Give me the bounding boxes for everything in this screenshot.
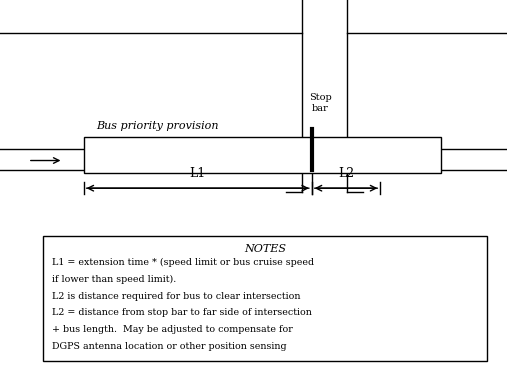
Text: DGPS antenna location or other position sensing: DGPS antenna location or other position … <box>52 342 287 351</box>
Bar <box>84 137 441 173</box>
Text: if lower than speed limit).: if lower than speed limit). <box>52 275 176 284</box>
Bar <box>43 236 487 361</box>
Text: L2: L2 <box>338 167 354 180</box>
Text: + bus length.  May be adjusted to compensate for: + bus length. May be adjusted to compens… <box>52 325 293 334</box>
Text: Bus priority provision: Bus priority provision <box>96 121 219 131</box>
Text: L2 = distance from stop bar to far side of intersection: L2 = distance from stop bar to far side … <box>52 308 312 317</box>
Text: L1: L1 <box>190 167 206 180</box>
Text: L1 = extension time * (speed limit or bus cruise speed: L1 = extension time * (speed limit or bu… <box>52 258 314 267</box>
Text: NOTES: NOTES <box>244 244 286 254</box>
Text: Stop
bar: Stop bar <box>309 93 332 113</box>
Text: L2 is distance required for bus to clear intersection: L2 is distance required for bus to clear… <box>52 292 301 300</box>
